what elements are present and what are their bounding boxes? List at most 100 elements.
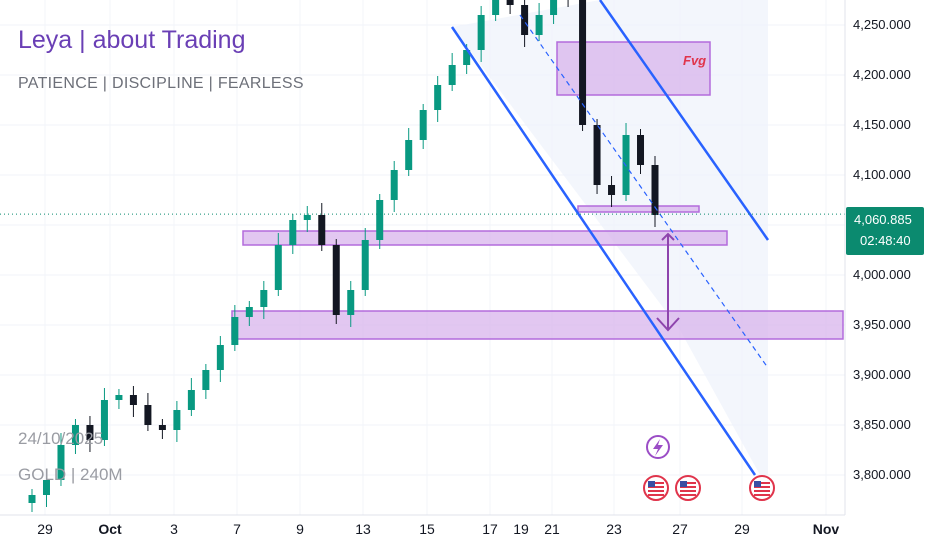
flag-stripe: [648, 490, 664, 492]
candle-body: [289, 220, 297, 245]
candle-body: [202, 370, 210, 390]
flag-stripe: [680, 486, 696, 488]
candle-body: [637, 135, 645, 165]
candle-body: [42, 480, 50, 495]
flag-stripe: [754, 494, 770, 496]
current-price-value: 4,060.885: [854, 212, 912, 227]
candle-body: [492, 0, 500, 15]
price-tick-label: 4,150.000: [853, 117, 911, 132]
candle-body: [521, 5, 529, 35]
flag-canton: [680, 481, 687, 487]
candle-body: [245, 307, 253, 317]
candle-body: [579, 0, 587, 125]
date-tick-label: 17: [482, 521, 498, 537]
fvg-label: Fvg: [683, 53, 707, 68]
price-tick-label: 4,250.000: [853, 17, 911, 32]
price-tick-label: 3,900.000: [853, 367, 911, 382]
price-tick-label: 3,850.000: [853, 417, 911, 432]
candle-body: [608, 185, 616, 195]
price-tick-label: 3,950.000: [853, 317, 911, 332]
current-price-badge: 4,060.885 02:48:40: [846, 207, 924, 255]
candle-body: [318, 215, 326, 245]
candle-body: [187, 390, 195, 410]
watermark-symbol: GOLD | 240M: [18, 465, 123, 484]
chart-subtitle: PATIENCE | DISCIPLINE | FEARLESS: [18, 75, 304, 92]
candle-body: [303, 215, 311, 220]
candle-body: [231, 317, 239, 345]
arrow-head: [656, 317, 680, 332]
candle-body: [57, 445, 65, 480]
candle-body: [651, 165, 659, 215]
date-tick-label: 29: [37, 521, 53, 537]
candle-body: [477, 15, 485, 50]
watermark-date: 24/10/2025: [18, 429, 104, 448]
candle-body: [28, 495, 36, 503]
candle-body: [216, 345, 224, 370]
candle-body: [535, 15, 543, 35]
descending-channel: [450, 0, 770, 476]
candle-body: [115, 395, 123, 400]
flag-stripe: [680, 494, 696, 496]
zone-rect: [242, 230, 728, 246]
price-tick-label: 4,100.000: [853, 167, 911, 182]
candle-body: [86, 425, 94, 440]
flag-stripe: [754, 490, 770, 492]
price-tick-label: 4,000.000: [853, 267, 911, 282]
price-axis[interactable]: 3,800.000 3,850.000 3,900.000 3,950.000 4,00…: [845, 0, 932, 515]
candle-body: [332, 245, 340, 315]
candle-body: [158, 425, 166, 430]
flag-stripe: [648, 486, 664, 488]
flag-canton: [648, 481, 655, 487]
arrow-tail: [661, 232, 675, 241]
candle-body: [390, 170, 398, 200]
candle-body: [463, 50, 471, 65]
candle-body: [260, 290, 268, 307]
candle-body: [376, 200, 384, 240]
price-tick-label: 3,800.000: [853, 467, 911, 482]
date-tick-label: 19: [513, 521, 529, 537]
date-tick-label: 29: [734, 521, 750, 537]
lightning-glyph: [653, 439, 663, 456]
candle-body: [419, 110, 427, 140]
date-tick-label: Oct: [98, 521, 122, 537]
candle-body: [550, 0, 558, 15]
projection-arrow: [656, 232, 680, 332]
candle-body: [434, 85, 442, 110]
flag-stripe: [648, 494, 664, 496]
bar-countdown: 02:48:40: [860, 233, 911, 248]
candle-body: [405, 140, 413, 170]
channel-lower-line: [450, 26, 757, 476]
candle-body: [100, 400, 108, 440]
date-tick-label: 7: [233, 521, 241, 537]
date-tick-label: Nov: [812, 521, 840, 537]
date-tick-label: 9: [296, 521, 304, 537]
candle-body: [448, 65, 456, 85]
date-tick-label: 23: [606, 521, 622, 537]
flag-stripe: [648, 482, 664, 484]
channel-shading: [452, 0, 768, 475]
candle-body: [361, 240, 369, 290]
date-tick-label: 15: [419, 521, 435, 537]
candle-body: [144, 405, 152, 425]
date-tick-label: 21: [544, 521, 560, 537]
flag-stripe: [754, 482, 770, 484]
candle-body: [506, 0, 514, 5]
flag-stripe: [754, 486, 770, 488]
chart-title: Leya | about Trading: [18, 26, 246, 54]
candle-body: [274, 245, 282, 290]
zone-rect: [577, 205, 700, 213]
flag-stripe: [680, 490, 696, 492]
candle-body: [173, 410, 181, 430]
candle-body: [71, 425, 79, 445]
date-tick-label: 27: [672, 521, 688, 537]
candle-body: [129, 395, 137, 405]
zone-rect: [231, 310, 844, 340]
flag-stripe: [680, 482, 696, 484]
date-tick-label: 3: [170, 521, 178, 537]
candle-body: [593, 125, 601, 185]
flag-canton: [754, 481, 761, 487]
channel-fill: [452, 0, 768, 475]
date-tick-label: 13: [355, 521, 371, 537]
candle-body: [347, 290, 355, 315]
